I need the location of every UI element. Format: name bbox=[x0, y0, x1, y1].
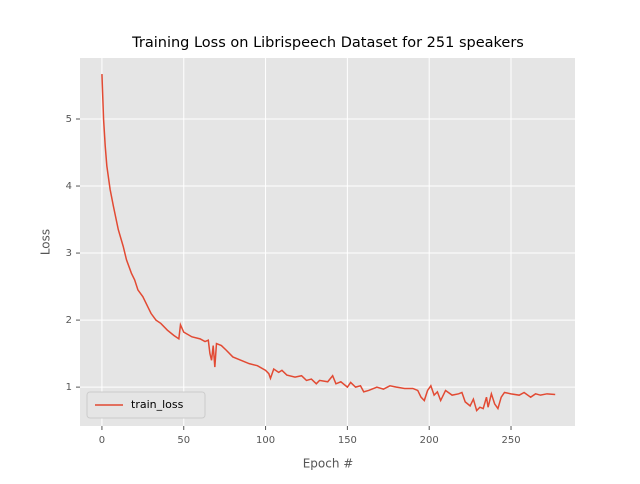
legend-label: train_loss bbox=[131, 398, 184, 411]
x-tick-label: 200 bbox=[420, 435, 439, 446]
plot-area bbox=[80, 58, 575, 426]
legend-box bbox=[86, 391, 206, 419]
y-tick-label: 4 bbox=[66, 181, 72, 192]
y-tick-label: 1 bbox=[66, 382, 72, 393]
x-tick-label: 100 bbox=[256, 435, 275, 446]
x-tick-label: 250 bbox=[501, 435, 520, 446]
y-tick-label: 2 bbox=[66, 315, 72, 326]
y-tick-label: 3 bbox=[66, 248, 72, 259]
chart-title: Training Loss on Librispeech Dataset for… bbox=[131, 35, 524, 51]
x-axis-label: Epoch # bbox=[303, 457, 354, 471]
y-tick-label: 5 bbox=[66, 114, 72, 125]
x-tick-label: 50 bbox=[177, 435, 190, 446]
line bbox=[101, 74, 556, 413]
x-tick-label: 150 bbox=[338, 435, 357, 446]
x-tick-label: 0 bbox=[99, 435, 105, 446]
y-axis-label: Loss bbox=[39, 229, 53, 255]
